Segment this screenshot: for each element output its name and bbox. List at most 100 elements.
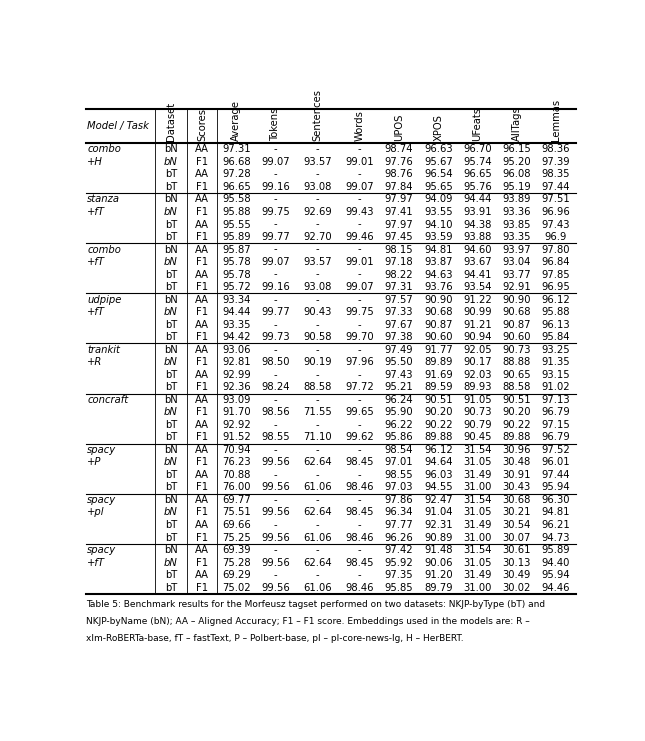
- Text: -: -: [273, 144, 277, 154]
- Text: -: -: [316, 395, 319, 405]
- Text: F1: F1: [196, 357, 208, 368]
- Text: -: -: [273, 570, 277, 580]
- Text: 93.35: 93.35: [222, 319, 251, 330]
- Text: 91.48: 91.48: [424, 545, 453, 555]
- Text: 69.29: 69.29: [222, 570, 251, 580]
- Text: F1: F1: [196, 382, 208, 392]
- Text: 95.50: 95.50: [384, 357, 413, 368]
- Text: 94.38: 94.38: [463, 219, 491, 230]
- Text: -: -: [273, 470, 277, 480]
- Text: 94.64: 94.64: [424, 457, 453, 468]
- Text: Tokens: Tokens: [270, 107, 281, 141]
- Text: bT: bT: [165, 570, 177, 580]
- Text: 95.58: 95.58: [222, 194, 251, 205]
- Text: 93.54: 93.54: [463, 282, 491, 292]
- Text: AA: AA: [195, 194, 209, 205]
- Text: 93.04: 93.04: [502, 257, 531, 267]
- Text: 88.58: 88.58: [502, 382, 531, 392]
- Text: -: -: [358, 170, 362, 179]
- Text: 31.05: 31.05: [463, 457, 491, 468]
- Text: 92.05: 92.05: [463, 345, 491, 355]
- Text: -: -: [273, 345, 277, 355]
- Text: trankit: trankit: [87, 345, 120, 355]
- Text: Model / Task: Model / Task: [87, 121, 149, 131]
- Text: F1: F1: [196, 207, 208, 217]
- Text: -: -: [316, 295, 319, 305]
- Text: 95.87: 95.87: [222, 245, 251, 255]
- Text: 98.76: 98.76: [384, 170, 413, 179]
- Text: 92.91: 92.91: [502, 282, 531, 292]
- Text: 75.02: 75.02: [222, 582, 251, 593]
- Text: 93.88: 93.88: [463, 232, 491, 242]
- Text: 70.94: 70.94: [222, 445, 251, 455]
- Text: 97.85: 97.85: [542, 270, 570, 279]
- Text: 90.60: 90.60: [424, 332, 453, 342]
- Text: 31.00: 31.00: [463, 533, 491, 542]
- Text: bT: bT: [165, 370, 177, 379]
- Text: 99.16: 99.16: [261, 182, 290, 192]
- Text: -: -: [316, 370, 319, 379]
- Text: spacy: spacy: [87, 445, 116, 455]
- Text: 95.88: 95.88: [542, 308, 570, 317]
- Text: 90.22: 90.22: [424, 420, 453, 430]
- Text: 92.47: 92.47: [424, 495, 453, 505]
- Text: 31.54: 31.54: [463, 495, 491, 505]
- Text: -: -: [316, 219, 319, 230]
- Text: -: -: [316, 194, 319, 205]
- Text: 31.00: 31.00: [463, 482, 491, 493]
- Text: 97.44: 97.44: [542, 182, 570, 192]
- Text: -: -: [273, 295, 277, 305]
- Text: -: -: [273, 245, 277, 255]
- Text: 93.35: 93.35: [502, 232, 531, 242]
- Text: 30.07: 30.07: [502, 533, 531, 542]
- Text: 94.44: 94.44: [463, 194, 491, 205]
- Text: 95.78: 95.78: [222, 257, 251, 267]
- Text: AA: AA: [195, 295, 209, 305]
- Text: 90.43: 90.43: [304, 308, 332, 317]
- Text: 96.26: 96.26: [384, 533, 413, 542]
- Text: 97.51: 97.51: [542, 194, 570, 205]
- Text: 91.20: 91.20: [424, 570, 453, 580]
- Text: F1: F1: [196, 157, 208, 167]
- Text: 75.28: 75.28: [222, 557, 251, 568]
- Text: 92.03: 92.03: [463, 370, 491, 379]
- Text: 94.60: 94.60: [463, 245, 491, 255]
- Text: 93.08: 93.08: [304, 282, 332, 292]
- Text: bN: bN: [164, 545, 178, 555]
- Text: 97.03: 97.03: [385, 482, 413, 493]
- Text: 90.94: 90.94: [463, 332, 491, 342]
- Text: bN: bN: [164, 308, 178, 317]
- Text: 88.58: 88.58: [304, 382, 332, 392]
- Text: -: -: [273, 270, 277, 279]
- Text: 97.41: 97.41: [384, 207, 413, 217]
- Text: AA: AA: [195, 420, 209, 430]
- Text: 94.10: 94.10: [424, 219, 453, 230]
- Text: AA: AA: [195, 470, 209, 480]
- Text: 95.76: 95.76: [463, 182, 492, 192]
- Text: -: -: [273, 395, 277, 405]
- Text: bT: bT: [165, 332, 177, 342]
- Text: bN: bN: [164, 295, 178, 305]
- Text: 61.06: 61.06: [303, 582, 332, 593]
- Text: 90.65: 90.65: [502, 370, 531, 379]
- Text: 99.07: 99.07: [346, 282, 374, 292]
- Text: 94.73: 94.73: [542, 533, 570, 542]
- Text: 96.65: 96.65: [222, 182, 251, 192]
- Text: 89.79: 89.79: [424, 582, 453, 593]
- Text: F1: F1: [196, 432, 208, 442]
- Text: 31.05: 31.05: [463, 508, 491, 517]
- Text: 95.20: 95.20: [502, 157, 531, 167]
- Text: -: -: [273, 370, 277, 379]
- Text: 69.66: 69.66: [222, 520, 251, 530]
- Text: 91.70: 91.70: [222, 408, 251, 417]
- Text: Lemmas: Lemmas: [551, 99, 561, 141]
- Text: bT: bT: [165, 319, 177, 330]
- Text: -: -: [358, 470, 362, 480]
- Text: 71.10: 71.10: [303, 432, 332, 442]
- Text: 99.77: 99.77: [261, 232, 290, 242]
- Text: 62.64: 62.64: [303, 457, 332, 468]
- Text: 93.36: 93.36: [502, 207, 531, 217]
- Text: bT: bT: [165, 420, 177, 430]
- Text: 93.55: 93.55: [424, 207, 453, 217]
- Text: -: -: [358, 194, 362, 205]
